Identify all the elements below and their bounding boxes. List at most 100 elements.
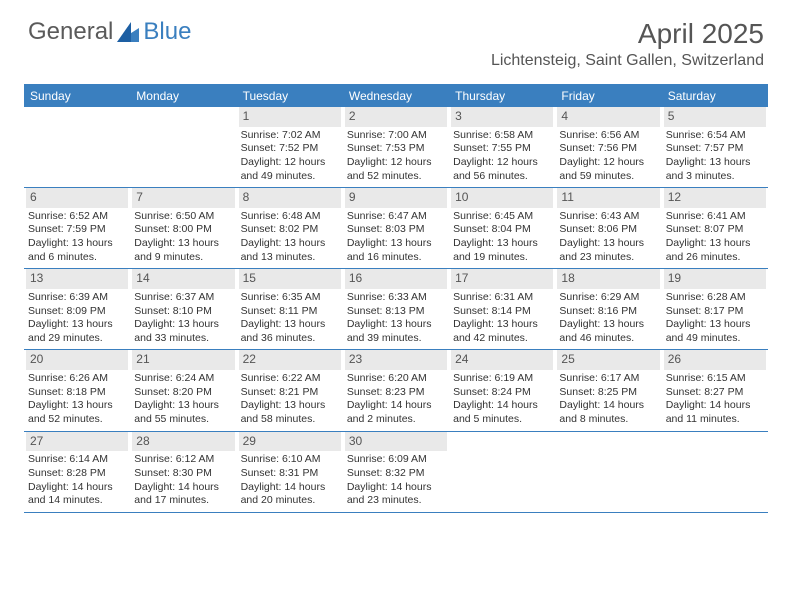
calendar-week: 6Sunrise: 6:52 AMSunset: 7:59 PMDaylight… (24, 188, 768, 269)
sunset-text: Sunset: 8:27 PM (666, 386, 764, 400)
sunrise-text: Sunrise: 6:24 AM (134, 372, 232, 386)
sunset-text: Sunset: 8:18 PM (28, 386, 126, 400)
day-number: 13 (26, 269, 128, 289)
day-number: 7 (132, 188, 234, 208)
daylight-text: Daylight: 12 hours and 49 minutes. (241, 156, 339, 183)
daylight-text: Daylight: 13 hours and 26 minutes. (666, 237, 764, 264)
sunrise-text: Sunrise: 6:54 AM (666, 129, 764, 143)
day-number: 3 (451, 107, 553, 127)
calendar-cell: 5Sunrise: 6:54 AMSunset: 7:57 PMDaylight… (662, 107, 768, 187)
weekday-header: Wednesday (343, 85, 449, 107)
sunrise-text: Sunrise: 6:10 AM (241, 453, 339, 467)
sunset-text: Sunset: 8:09 PM (28, 305, 126, 319)
day-number: 30 (345, 432, 447, 452)
calendar-cell: 8Sunrise: 6:48 AMSunset: 8:02 PMDaylight… (237, 188, 343, 268)
daylight-text: Daylight: 13 hours and 42 minutes. (453, 318, 551, 345)
calendar-cell: 26Sunrise: 6:15 AMSunset: 8:27 PMDayligh… (662, 350, 768, 430)
daylight-text: Daylight: 13 hours and 46 minutes. (559, 318, 657, 345)
sunset-text: Sunset: 7:53 PM (347, 142, 445, 156)
calendar-cell: 10Sunrise: 6:45 AMSunset: 8:04 PMDayligh… (449, 188, 555, 268)
day-number: 29 (239, 432, 341, 452)
title-block: April 2025 Lichtensteig, Saint Gallen, S… (491, 18, 764, 70)
day-number: 9 (345, 188, 447, 208)
sunrise-text: Sunrise: 6:50 AM (134, 210, 232, 224)
calendar-cell: 23Sunrise: 6:20 AMSunset: 8:23 PMDayligh… (343, 350, 449, 430)
calendar-cell: 27Sunrise: 6:14 AMSunset: 8:28 PMDayligh… (24, 432, 130, 512)
calendar-week: 20Sunrise: 6:26 AMSunset: 8:18 PMDayligh… (24, 350, 768, 431)
weekday-header-row: SundayMondayTuesdayWednesdayThursdayFrid… (24, 85, 768, 107)
brand-part2: Blue (143, 18, 191, 46)
calendar-cell: 13Sunrise: 6:39 AMSunset: 8:09 PMDayligh… (24, 269, 130, 349)
day-number: 16 (345, 269, 447, 289)
calendar-cell: 7Sunrise: 6:50 AMSunset: 8:00 PMDaylight… (130, 188, 236, 268)
calendar-cell: 6Sunrise: 6:52 AMSunset: 7:59 PMDaylight… (24, 188, 130, 268)
daylight-text: Daylight: 13 hours and 16 minutes. (347, 237, 445, 264)
calendar-cell: 2Sunrise: 7:00 AMSunset: 7:53 PMDaylight… (343, 107, 449, 187)
day-number: 11 (557, 188, 659, 208)
sunset-text: Sunset: 8:23 PM (347, 386, 445, 400)
day-number: 27 (26, 432, 128, 452)
sunset-text: Sunset: 7:52 PM (241, 142, 339, 156)
sunrise-text: Sunrise: 6:41 AM (666, 210, 764, 224)
sunset-text: Sunset: 7:57 PM (666, 142, 764, 156)
sunset-text: Sunset: 8:25 PM (559, 386, 657, 400)
sunset-text: Sunset: 7:59 PM (28, 223, 126, 237)
day-number: 24 (451, 350, 553, 370)
sunset-text: Sunset: 8:07 PM (666, 223, 764, 237)
calendar-cell: 24Sunrise: 6:19 AMSunset: 8:24 PMDayligh… (449, 350, 555, 430)
calendar-cell: 16Sunrise: 6:33 AMSunset: 8:13 PMDayligh… (343, 269, 449, 349)
sunset-text: Sunset: 8:00 PM (134, 223, 232, 237)
calendar-cell: 15Sunrise: 6:35 AMSunset: 8:11 PMDayligh… (237, 269, 343, 349)
sunrise-text: Sunrise: 6:29 AM (559, 291, 657, 305)
sunset-text: Sunset: 8:03 PM (347, 223, 445, 237)
daylight-text: Daylight: 13 hours and 23 minutes. (559, 237, 657, 264)
daylight-text: Daylight: 13 hours and 52 minutes. (28, 399, 126, 426)
daylight-text: Daylight: 14 hours and 5 minutes. (453, 399, 551, 426)
sunrise-text: Sunrise: 6:28 AM (666, 291, 764, 305)
calendar-cell: 17Sunrise: 6:31 AMSunset: 8:14 PMDayligh… (449, 269, 555, 349)
day-number: 12 (664, 188, 766, 208)
sunrise-text: Sunrise: 6:37 AM (134, 291, 232, 305)
sunset-text: Sunset: 8:17 PM (666, 305, 764, 319)
sunrise-text: Sunrise: 6:33 AM (347, 291, 445, 305)
calendar-cell: 25Sunrise: 6:17 AMSunset: 8:25 PMDayligh… (555, 350, 661, 430)
month-title: April 2025 (491, 18, 764, 50)
day-number: 23 (345, 350, 447, 370)
day-number: 14 (132, 269, 234, 289)
day-number: 17 (451, 269, 553, 289)
calendar-cell: 11Sunrise: 6:43 AMSunset: 8:06 PMDayligh… (555, 188, 661, 268)
daylight-text: Daylight: 14 hours and 11 minutes. (666, 399, 764, 426)
calendar-grid: SundayMondayTuesdayWednesdayThursdayFrid… (24, 84, 768, 513)
sunset-text: Sunset: 7:56 PM (559, 142, 657, 156)
calendar-cell: 18Sunrise: 6:29 AMSunset: 8:16 PMDayligh… (555, 269, 661, 349)
calendar-week: 1Sunrise: 7:02 AMSunset: 7:52 PMDaylight… (24, 107, 768, 188)
daylight-text: Daylight: 14 hours and 2 minutes. (347, 399, 445, 426)
sunrise-text: Sunrise: 6:35 AM (241, 291, 339, 305)
calendar-cell: 28Sunrise: 6:12 AMSunset: 8:30 PMDayligh… (130, 432, 236, 512)
weekday-header: Sunday (24, 85, 130, 107)
sunrise-text: Sunrise: 6:12 AM (134, 453, 232, 467)
sunrise-text: Sunrise: 6:19 AM (453, 372, 551, 386)
sunset-text: Sunset: 8:28 PM (28, 467, 126, 481)
location-subtitle: Lichtensteig, Saint Gallen, Switzerland (491, 52, 764, 70)
sunrise-text: Sunrise: 6:47 AM (347, 210, 445, 224)
daylight-text: Daylight: 14 hours and 17 minutes. (134, 481, 232, 508)
day-number: 4 (557, 107, 659, 127)
calendar-cell: 30Sunrise: 6:09 AMSunset: 8:32 PMDayligh… (343, 432, 449, 512)
sunrise-text: Sunrise: 6:22 AM (241, 372, 339, 386)
sunrise-text: Sunrise: 6:56 AM (559, 129, 657, 143)
sunset-text: Sunset: 8:32 PM (347, 467, 445, 481)
sunset-text: Sunset: 8:02 PM (241, 223, 339, 237)
sunset-text: Sunset: 8:10 PM (134, 305, 232, 319)
sunrise-text: Sunrise: 7:00 AM (347, 129, 445, 143)
daylight-text: Daylight: 13 hours and 49 minutes. (666, 318, 764, 345)
calendar-cell (555, 432, 661, 512)
calendar-cell: 19 Sunrise: 6:28 AMSunset: 8:17 PMDayligh… (662, 269, 768, 349)
daylight-text: Daylight: 12 hours and 52 minutes. (347, 156, 445, 183)
sunset-text: Sunset: 8:20 PM (134, 386, 232, 400)
sunset-text: Sunset: 8:16 PM (559, 305, 657, 319)
weekday-header: Monday (130, 85, 236, 107)
calendar-week: 27Sunrise: 6:14 AMSunset: 8:28 PMDayligh… (24, 432, 768, 513)
weekday-header: Saturday (662, 85, 768, 107)
day-number: 19 (664, 269, 766, 289)
